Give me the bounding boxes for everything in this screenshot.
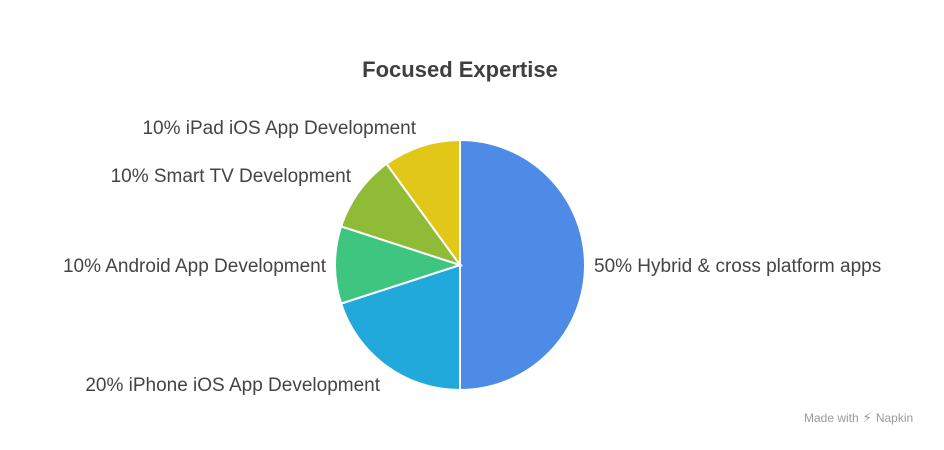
pie-slice-3 [339,162,463,267]
footer-made-with: Made with [804,411,859,425]
chart-title: Focused Expertise [362,57,558,82]
pie-slice-2 [334,225,464,305]
slice-label-3: 10% Smart TV Development [111,166,352,187]
pie-slice-0 [459,138,586,392]
napkin-logo-icon: ⚡ [862,410,872,425]
slice-label-1: 20% iPhone iOS App Development [85,375,380,396]
slice-label-2: 10% Android App Development [63,256,327,277]
pie-slice-4 [385,138,461,269]
pie-slice-1 [339,263,461,392]
slice-label-4: 10% iPad iOS App Development [142,118,416,139]
footer-brand: Napkin [875,411,914,425]
footer-attribution: Made with ⚡ Napkin [804,410,913,426]
slice-label-0: 50% Hybrid & cross platform apps [594,256,881,277]
pie-labels: 50% Hybrid & cross platform apps 20% iPho… [63,118,881,396]
pie-slices [334,138,586,392]
